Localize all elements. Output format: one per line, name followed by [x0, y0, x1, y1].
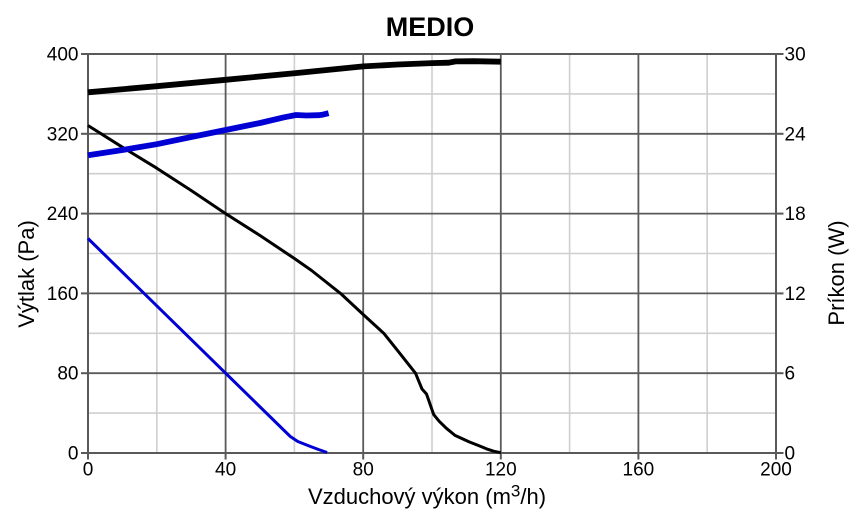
svg-text:Vzduchový výkon (m3/h): Vzduchový výkon (m3/h): [308, 482, 546, 510]
svg-text:18: 18: [785, 204, 806, 225]
svg-text:320: 320: [47, 124, 79, 145]
svg-text:120: 120: [485, 460, 517, 481]
svg-text:80: 80: [57, 364, 78, 385]
svg-text:0: 0: [83, 460, 94, 481]
svg-text:6: 6: [785, 364, 796, 385]
svg-text:160: 160: [623, 460, 655, 481]
svg-text:12: 12: [785, 284, 806, 305]
svg-text:200: 200: [760, 460, 792, 481]
svg-text:400: 400: [47, 45, 79, 66]
svg-text:Výtlak (Pa): Výtlak (Pa): [14, 220, 39, 328]
svg-text:MEDIO: MEDIO: [386, 12, 475, 42]
svg-text:24: 24: [785, 124, 807, 145]
svg-text:Príkon (W): Príkon (W): [824, 220, 849, 325]
svg-text:30: 30: [785, 45, 806, 66]
svg-text:80: 80: [353, 460, 374, 481]
svg-text:0: 0: [68, 444, 79, 465]
svg-text:160: 160: [47, 284, 79, 305]
svg-text:40: 40: [215, 460, 236, 481]
svg-text:0: 0: [785, 444, 796, 465]
svg-text:240: 240: [47, 204, 79, 225]
